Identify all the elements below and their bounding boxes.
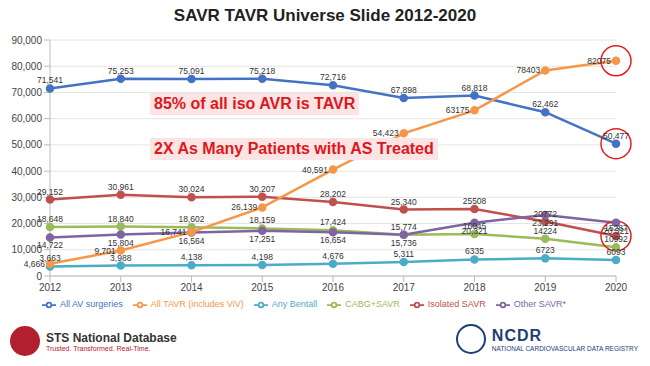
html-text:NATIONAL CARDIOVASCULAR DATA R: NATIONAL CARDIOVASCULAR DATA REGISTRY [491, 344, 638, 352]
svg-text:60,000: 60,000 [11, 113, 42, 124]
html-text:NCDR: NCDR [491, 326, 542, 344]
svg-text:30,000: 30,000 [11, 191, 42, 203]
svg-text:25,340: 25,340 [391, 197, 417, 207]
svg-text:10992: 10992 [604, 234, 628, 245]
svg-text:20,321: 20,321 [603, 226, 629, 236]
svg-text:18,159: 18,159 [249, 215, 275, 225]
html-text:Trusted. Transformed. Real-Tim: Trusted. Transformed. Real-Time. [46, 344, 151, 352]
svg-text:16,741: 16,741 [161, 227, 187, 237]
svg-text:6335: 6335 [465, 246, 484, 256]
svg-text:30,207: 30,207 [249, 184, 275, 194]
svg-text:15,736: 15,736 [391, 238, 417, 248]
svg-text:63175: 63175 [446, 105, 470, 115]
html-text:STS National Database: STS National Database [46, 330, 177, 345]
html-text:Other SAVR*: Other SAVR* [513, 299, 566, 310]
svg-text:15,804: 15,804 [107, 237, 134, 248]
svg-text:3,988: 3,988 [110, 252, 132, 263]
svg-text:17,251: 17,251 [249, 234, 275, 244]
svg-text:2020: 2020 [605, 282, 628, 293]
svg-text:18,648: 18,648 [37, 214, 63, 224]
html-text:Isolated SAVR: Isolated SAVR [427, 299, 486, 310]
svg-text:10,000: 10,000 [11, 244, 42, 256]
svg-text:75,218: 75,218 [249, 66, 275, 76]
svg-text:2016: 2016 [322, 282, 345, 293]
svg-text:4,198: 4,198 [252, 252, 274, 262]
svg-text:2015: 2015 [251, 282, 274, 293]
svg-text:15,774: 15,774 [391, 222, 417, 232]
svg-text:4,138: 4,138 [181, 252, 203, 262]
svg-text:17,424: 17,424 [320, 217, 346, 227]
html-text:Any Bentall: Any Bentall [271, 299, 318, 310]
svg-text:2018: 2018 [463, 282, 486, 293]
svg-text:68,818: 68,818 [462, 83, 488, 93]
svg-text:3,663: 3,663 [39, 253, 61, 264]
html-text:85% of all iso AVR is TAVR: 85% of all iso AVR is TAVR [154, 95, 356, 112]
svg-text:14224: 14224 [533, 225, 558, 236]
svg-text:25508: 25508 [463, 196, 487, 206]
svg-text:70,000: 70,000 [11, 87, 42, 98]
svg-text:40,591: 40,591 [302, 165, 328, 175]
svg-text:5,311: 5,311 [393, 249, 414, 259]
svg-text:6723: 6723 [536, 245, 555, 255]
svg-text:4,666: 4,666 [24, 259, 46, 269]
svg-text:18,840: 18,840 [108, 214, 134, 224]
svg-text:2012: 2012 [39, 282, 62, 293]
svg-text:16,654: 16,654 [320, 235, 346, 245]
svg-text:18,602: 18,602 [179, 214, 205, 224]
svg-text:78403: 78403 [517, 65, 541, 75]
html-text:All TAVR (includes ViV): All TAVR (includes ViV) [150, 299, 244, 310]
svg-text:71,541: 71,541 [37, 75, 63, 85]
svg-text:82075: 82075 [587, 56, 611, 66]
svg-text:40,000: 40,000 [11, 166, 42, 177]
html-text:2X As Many Patients with AS Tr: 2X As Many Patients with AS Treated [154, 140, 434, 157]
svg-text:20,321: 20,321 [462, 226, 488, 236]
svg-text:80,000: 80,000 [11, 61, 42, 72]
html-text:CABG+SAVR: CABG+SAVR [345, 299, 400, 310]
svg-text:23,291: 23,291 [532, 218, 558, 228]
svg-text:26,139: 26,139 [231, 202, 257, 212]
svg-text:20,000: 20,000 [11, 218, 42, 230]
svg-text:2014: 2014 [180, 282, 203, 293]
svg-text:67,898: 67,898 [391, 85, 417, 95]
svg-text:75,091: 75,091 [179, 66, 205, 76]
svg-text:20772: 20772 [533, 208, 558, 219]
svg-text:6093: 6093 [607, 247, 626, 257]
svg-text:4,676: 4,676 [322, 251, 344, 261]
svg-text:50,000: 50,000 [11, 139, 42, 150]
html-text:SAVR TAVR Universe Slide 2012-: SAVR TAVR Universe Slide 2012-2020 [173, 6, 477, 25]
svg-text:14,722: 14,722 [37, 240, 63, 250]
svg-text:28,202: 28,202 [320, 189, 346, 199]
svg-text:54,423: 54,423 [373, 128, 399, 138]
svg-text:30,961: 30,961 [108, 182, 134, 192]
svg-text:2017: 2017 [393, 282, 416, 293]
svg-text:2019: 2019 [534, 282, 557, 293]
svg-text:62,462: 62,462 [532, 99, 558, 109]
svg-text:2013: 2013 [110, 282, 133, 293]
svg-text:16,564: 16,564 [178, 235, 205, 246]
svg-text:9,701: 9,701 [94, 246, 116, 256]
svg-text:75,253: 75,253 [108, 66, 134, 76]
svg-text:29,152: 29,152 [37, 187, 63, 197]
svg-text:0: 0 [36, 271, 42, 282]
svg-text:72,716: 72,716 [320, 72, 346, 82]
svg-text:30,024: 30,024 [179, 184, 205, 194]
svg-text:90,000: 90,000 [11, 35, 42, 46]
svg-text:50,477: 50,477 [603, 131, 629, 141]
html-text:All AV surgeries: All AV surgeries [59, 299, 123, 310]
